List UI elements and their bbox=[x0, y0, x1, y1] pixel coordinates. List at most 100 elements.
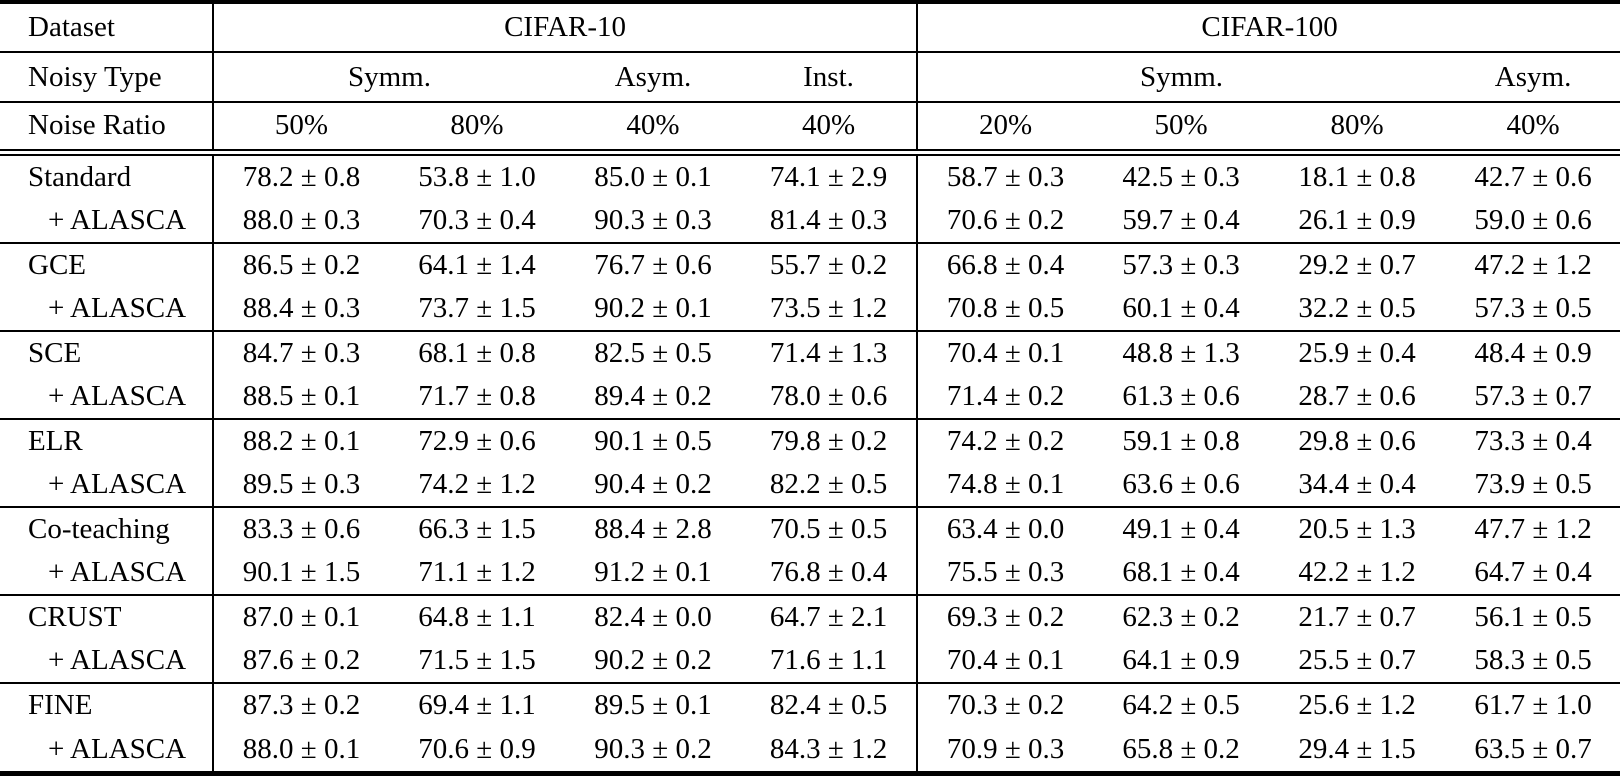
result-value: 66.8 ± 0.4 bbox=[916, 242, 1094, 288]
result-value-alasca: 88.4 ± 0.3 bbox=[212, 287, 389, 332]
result-value-alasca: 29.4 ± 1.5 bbox=[1298, 732, 1416, 765]
alasca-row: + ALASCA 88.0 ± 0.1 70.6 ± 0.9 90.3 ± 0.2 84… bbox=[0, 727, 1620, 774]
result-value-alasca: 70.6 ± 0.2 bbox=[916, 199, 1094, 244]
result-value: 90.1 ± 0.5 bbox=[565, 418, 741, 464]
result-value: 70.3 ± 0.2 bbox=[916, 682, 1094, 728]
result-value-alasca: 59.0 ± 0.6 bbox=[1474, 204, 1592, 237]
result-value: 25.6 ± 1.2 bbox=[1269, 682, 1446, 728]
result-value: 72.9 ± 0.6 bbox=[389, 418, 565, 464]
alasca-row: + ALASCA 90.1 ± 1.5 71.1 ± 1.2 91.2 ± 0.1 76… bbox=[0, 551, 1620, 596]
result-value-alasca: 71.7 ± 0.8 bbox=[418, 380, 536, 413]
result-value-alasca: 57.3 ± 0.5 bbox=[1474, 292, 1592, 325]
result-value: 48.8 ± 1.3 bbox=[1093, 330, 1270, 376]
cifar10-asym-header: Asym. bbox=[565, 51, 741, 102]
result-value: 79.8 ± 0.2 bbox=[741, 418, 918, 464]
method-group: ELR 88.2 ± 0.1 72.9 ± 0.6 90.1 ± 0.5 79.8 ± … bbox=[0, 418, 1620, 508]
result-value: 49.1 ± 0.4 bbox=[1093, 506, 1270, 552]
method-group: FINE 87.3 ± 0.2 69.4 ± 1.1 89.5 ± 0.1 82.4 ±… bbox=[0, 682, 1620, 774]
method-name: ELR bbox=[0, 418, 213, 464]
result-value-alasca: 91.2 ± 0.1 bbox=[594, 556, 712, 589]
table-header: Dataset CIFAR-10 CIFAR-100 Noisy Type Sy… bbox=[0, 2, 1620, 152]
result-value: 29.8 ± 0.6 bbox=[1269, 418, 1446, 464]
result-value: 20.5 ± 1.3 bbox=[1269, 506, 1446, 552]
cifar10-inst-header: Inst. bbox=[741, 51, 918, 102]
baseline-row: FINE 87.3 ± 0.2 69.4 ± 1.1 89.5 ± 0.1 82.4 ±… bbox=[0, 682, 1620, 728]
result-value-alasca: 70.9 ± 0.3 bbox=[916, 727, 1094, 774]
result-value-alasca: 58.3 ± 0.5 bbox=[1474, 644, 1592, 677]
result-value: 74.2 ± 0.2 bbox=[916, 418, 1094, 464]
result-value-alasca: 74.2 ± 1.2 bbox=[418, 468, 536, 501]
result-value-alasca: 34.4 ± 0.4 bbox=[1298, 468, 1416, 501]
result-value-alasca: 63.6 ± 0.6 bbox=[1122, 468, 1240, 501]
result-value: 18.1 ± 0.8 bbox=[1269, 150, 1446, 200]
alasca-label: + ALASCA bbox=[48, 732, 187, 765]
result-value: 84.7 ± 0.3 bbox=[212, 330, 389, 376]
result-value: 55.7 ± 0.2 bbox=[741, 242, 918, 288]
result-value-alasca: 75.5 ± 0.3 bbox=[916, 551, 1094, 596]
result-value: 69.4 ± 1.1 bbox=[389, 682, 565, 728]
method-group: GCE 86.5 ± 0.2 64.1 ± 1.4 76.7 ± 0.6 55.7 ± … bbox=[0, 242, 1620, 332]
result-value: 85.0 ± 0.1 bbox=[565, 150, 741, 200]
result-value: 82.5 ± 0.5 bbox=[565, 330, 741, 376]
result-value: 57.3 ± 0.3 bbox=[1093, 242, 1270, 288]
result-value: 29.2 ± 0.7 bbox=[1269, 242, 1446, 288]
result-value-alasca: 88.0 ± 0.3 bbox=[212, 199, 389, 244]
cifar100-symm-header: Symm. bbox=[916, 51, 1446, 102]
result-value: 56.1 ± 0.5 bbox=[1445, 594, 1620, 640]
result-value: 64.2 ± 0.5 bbox=[1093, 682, 1270, 728]
baseline-row: Co-teaching 83.3 ± 0.6 66.3 ± 1.5 88.4 ± 2.… bbox=[0, 506, 1620, 552]
result-value-alasca: 64.7 ± 0.4 bbox=[1474, 556, 1592, 589]
alasca-label: + ALASCA bbox=[48, 204, 187, 237]
noise-ratio-value: 40% bbox=[741, 101, 918, 152]
method-group: Co-teaching 83.3 ± 0.6 66.3 ± 1.5 88.4 ± 2.… bbox=[0, 506, 1620, 596]
result-value-alasca: 70.3 ± 0.4 bbox=[418, 204, 536, 237]
result-value: 48.4 ± 0.9 bbox=[1445, 330, 1620, 376]
result-value-alasca: 28.7 ± 0.6 bbox=[1298, 380, 1416, 413]
result-value: 53.8 ± 1.0 bbox=[389, 150, 565, 200]
result-value-alasca: 70.6 ± 0.9 bbox=[418, 732, 536, 765]
noise-ratio-value: 80% bbox=[389, 101, 565, 152]
result-value-alasca: 60.1 ± 0.4 bbox=[1122, 292, 1240, 325]
result-value: 78.2 ± 0.8 bbox=[212, 150, 389, 200]
result-value: 64.7 ± 2.1 bbox=[741, 594, 918, 640]
result-value: 64.8 ± 1.1 bbox=[389, 594, 565, 640]
result-value: 25.9 ± 0.4 bbox=[1269, 330, 1446, 376]
result-value-alasca: 84.3 ± 1.2 bbox=[769, 732, 888, 765]
alasca-row: + ALASCA 88.0 ± 0.3 70.3 ± 0.4 90.3 ± 0.3 81… bbox=[0, 199, 1620, 244]
alasca-row: + ALASCA 89.5 ± 0.3 74.2 ± 1.2 90.4 ± 0.2 82… bbox=[0, 463, 1620, 508]
result-value-alasca: 74.8 ± 0.1 bbox=[916, 463, 1094, 508]
result-value-alasca: 73.7 ± 1.5 bbox=[418, 292, 536, 325]
result-value-alasca: 88.5 ± 0.1 bbox=[212, 375, 389, 420]
result-value: 64.1 ± 1.4 bbox=[389, 242, 565, 288]
header-row-dataset: Dataset CIFAR-10 CIFAR-100 bbox=[0, 2, 1620, 52]
result-value-alasca: 81.4 ± 0.3 bbox=[769, 204, 888, 237]
result-value: 70.5 ± 0.5 bbox=[741, 506, 918, 552]
result-value: 82.4 ± 0.0 bbox=[565, 594, 741, 640]
noise-ratio-label: Noise Ratio bbox=[0, 101, 213, 152]
result-value-alasca: 65.8 ± 0.2 bbox=[1122, 732, 1240, 765]
header-row-noisy-type: Noisy Type Symm. Asym. Inst. Symm. Asym. bbox=[0, 51, 1620, 102]
header-row-noise-ratio: Noise Ratio 50% 80% 40% 40% 20% 50% 80% … bbox=[0, 101, 1620, 152]
result-value-alasca: 70.8 ± 0.5 bbox=[916, 287, 1094, 332]
method-name: Standard bbox=[0, 150, 213, 200]
result-value: 47.2 ± 1.2 bbox=[1445, 242, 1620, 288]
result-value-alasca: 89.5 ± 0.3 bbox=[212, 463, 389, 508]
result-value-alasca: 78.0 ± 0.6 bbox=[769, 380, 888, 413]
result-value: 83.3 ± 0.6 bbox=[212, 506, 389, 552]
result-value-alasca: 25.5 ± 0.7 bbox=[1298, 644, 1416, 677]
result-value: 82.4 ± 0.5 bbox=[741, 682, 918, 728]
method-group: CRUST 87.0 ± 0.1 64.8 ± 1.1 82.4 ± 0.0 64.7 … bbox=[0, 594, 1620, 684]
method-name: SCE bbox=[0, 330, 213, 376]
baseline-row: Standard 78.2 ± 0.8 53.8 ± 1.0 85.0 ± 0.1 74… bbox=[0, 150, 1620, 200]
result-value: 63.4 ± 0.0 bbox=[916, 506, 1094, 552]
result-value: 74.1 ± 2.9 bbox=[741, 150, 918, 200]
cifar10-symm-header: Symm. bbox=[212, 51, 565, 102]
result-value: 66.3 ± 1.5 bbox=[389, 506, 565, 552]
cifar10-header: CIFAR-10 bbox=[211, 2, 918, 52]
alasca-label: + ALASCA bbox=[48, 468, 187, 501]
result-value: 88.4 ± 2.8 bbox=[565, 506, 741, 552]
cifar100-header: CIFAR-100 bbox=[916, 2, 1620, 52]
result-value: 42.5 ± 0.3 bbox=[1093, 150, 1270, 200]
result-value-alasca: 61.3 ± 0.6 bbox=[1122, 380, 1240, 413]
result-value-alasca: 82.2 ± 0.5 bbox=[769, 468, 888, 501]
